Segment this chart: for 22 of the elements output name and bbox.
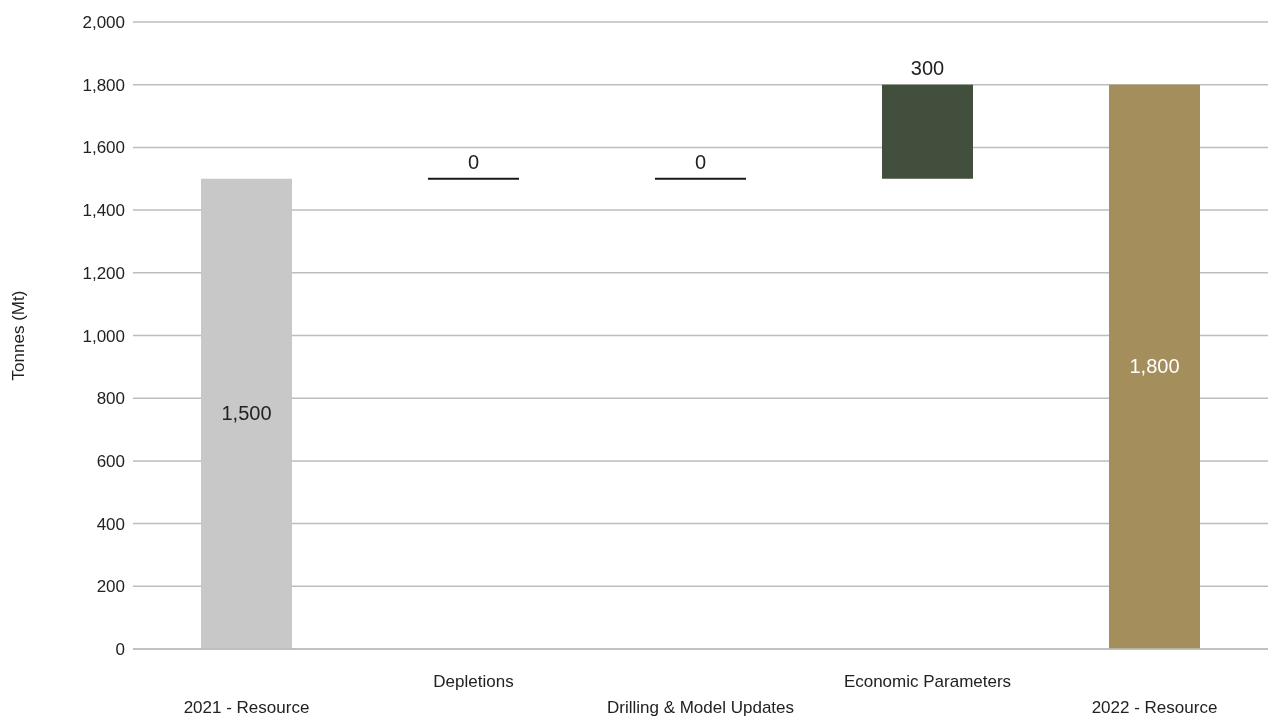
y-tick-label: 200 <box>96 577 125 597</box>
y-tick-label: 1,800 <box>82 75 125 95</box>
data-label: 0 <box>694 150 707 173</box>
data-label: 0 <box>467 150 480 173</box>
x-tick-label: 2022 - Resource <box>1091 698 1218 717</box>
x-tick-label: 2021 - Resource <box>183 698 310 717</box>
y-tick-label: 1,200 <box>82 263 125 283</box>
x-tick-label: Drilling & Model Updates <box>606 698 795 717</box>
y-tick-label: 600 <box>96 451 125 471</box>
data-label: 1,800 <box>1129 354 1180 377</box>
y-tick-label: 1,000 <box>82 326 125 346</box>
data-label: 1,500 <box>221 401 272 424</box>
x-tick-label: Depletions <box>433 672 514 691</box>
y-axis-title: Tonnes (Mt) <box>9 290 29 381</box>
y-tick-label: 1,400 <box>82 201 125 221</box>
y-tick-label: 400 <box>96 514 125 534</box>
y-tick-label: 2,000 <box>82 13 125 33</box>
y-tick-label: 1,600 <box>82 138 125 158</box>
x-tick-label: Economic Parameters <box>843 672 1012 691</box>
y-tick-label: 0 <box>115 640 125 660</box>
y-tick-label: 800 <box>96 389 125 409</box>
data-label: 300 <box>910 56 945 79</box>
